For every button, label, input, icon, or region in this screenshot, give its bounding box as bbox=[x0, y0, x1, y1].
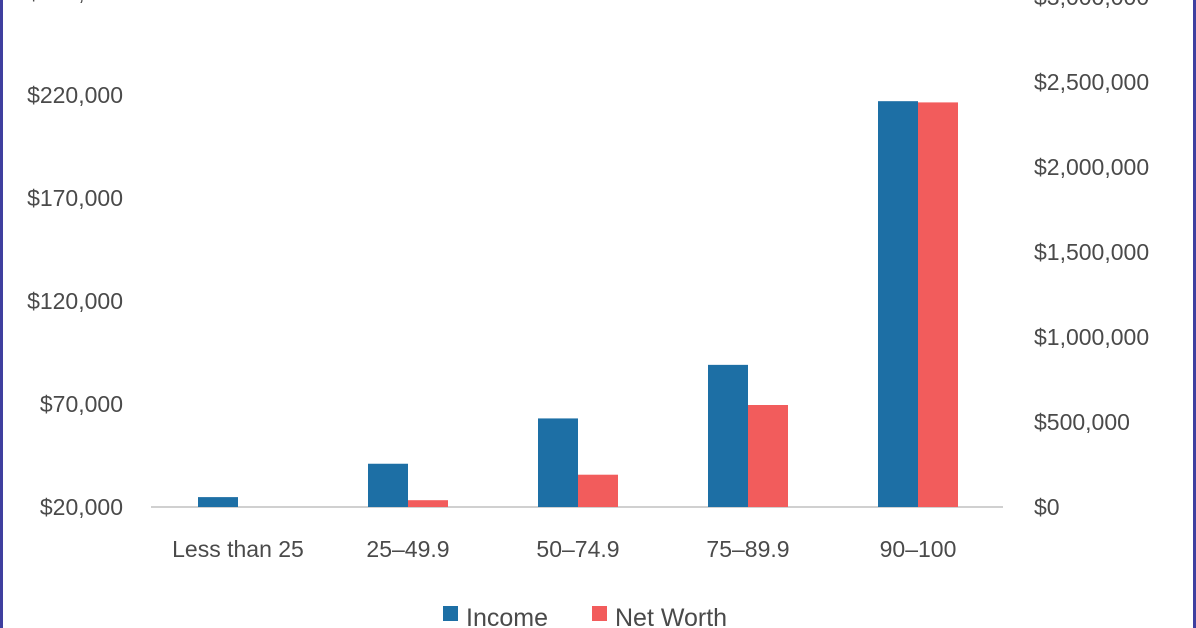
right-tick-label: $3,000,000 bbox=[1034, 0, 1149, 10]
left-tick-label: $120,000 bbox=[27, 288, 123, 314]
bar-income bbox=[198, 497, 238, 507]
left-tick-label: $20,000 bbox=[40, 494, 123, 520]
bar-networth bbox=[408, 500, 448, 507]
legend-label-income: Income bbox=[466, 604, 548, 628]
bar-income bbox=[368, 463, 408, 507]
right-tick-label: $500,000 bbox=[1034, 409, 1130, 435]
legend-label-networth: Net Worth bbox=[615, 604, 727, 628]
legend-swatch-networth bbox=[592, 606, 607, 621]
category-label: 25–49.9 bbox=[366, 536, 449, 562]
left-tick-label: $70,000 bbox=[40, 391, 123, 417]
right-axis-ticks: $0 $500,000 $1,000,000 $1,500,000 $2,000,000… bbox=[1034, 0, 1149, 520]
right-tick-label: $0 bbox=[1034, 494, 1060, 520]
bar-income bbox=[708, 364, 748, 507]
bar-networth bbox=[748, 405, 788, 507]
category-label: Less than 25 bbox=[172, 536, 304, 562]
right-tick-label: $1,000,000 bbox=[1034, 324, 1149, 350]
category-labels: Less than 25 25–49.9 50–74.9 75–89.9 90–100 bbox=[172, 536, 956, 562]
left-tick-label: $170,000 bbox=[27, 185, 123, 211]
bar-networth bbox=[578, 474, 618, 507]
category-label: 90–100 bbox=[880, 536, 957, 562]
legend: Income Net Worth bbox=[443, 604, 727, 628]
income-networth-chart: $20,000 $70,000 $120,000 $170,000 $220,000 $2… bbox=[27, 0, 1149, 628]
right-tick-label: $1,500,000 bbox=[1034, 239, 1149, 265]
left-tick-label: $270,000 bbox=[27, 0, 123, 5]
bars bbox=[198, 101, 958, 508]
bar-income bbox=[538, 418, 578, 507]
bar-networth bbox=[918, 102, 958, 508]
category-label: 50–74.9 bbox=[536, 536, 619, 562]
left-axis-ticks: $20,000 $70,000 $120,000 $170,000 $220,000 $2… bbox=[27, 0, 123, 520]
right-tick-label: $2,000,000 bbox=[1034, 154, 1149, 180]
legend-swatch-income bbox=[443, 606, 458, 621]
right-tick-label: $2,500,000 bbox=[1034, 69, 1149, 95]
left-tick-label: $220,000 bbox=[27, 82, 123, 108]
category-label: 75–89.9 bbox=[706, 536, 789, 562]
bar-income bbox=[878, 101, 918, 508]
